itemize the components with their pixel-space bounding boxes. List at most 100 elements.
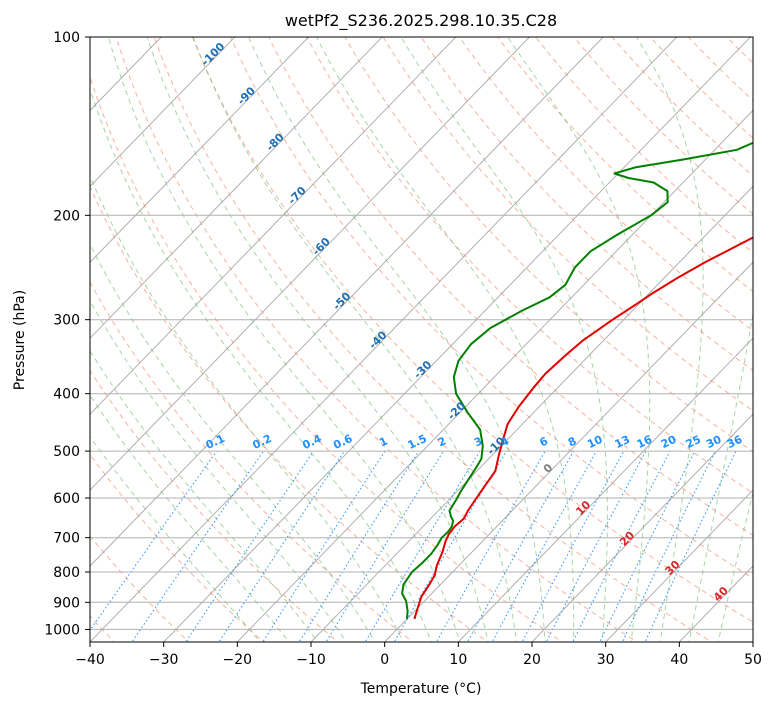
pressure-gridlines (90, 37, 753, 630)
dry-adiabat-line (90, 75, 564, 642)
isotherm-line (752, 641, 753, 642)
mixing-ratio-label: 6 (538, 434, 551, 449)
y-tick-label: 400 (53, 387, 80, 403)
dry-adiabat-line (535, 37, 753, 254)
mixing-ratio-label: 16 (635, 433, 655, 451)
isotherm-line (384, 261, 753, 642)
isotherm-line (605, 489, 753, 642)
dry-adiabat-line (268, 37, 753, 536)
mixing-ratio-line (521, 450, 625, 642)
mixing-ratio-line (298, 450, 420, 642)
x-axis-ticks: −40 −30 −20 −10 0 10 20 30 40 50 (75, 642, 762, 668)
dry-adiabat-line (229, 37, 753, 579)
background-lines (90, 24, 775, 645)
moist-adiabat-line (90, 87, 432, 642)
isotherm-line (90, 37, 678, 642)
y-tick-label: 1000 (44, 622, 80, 638)
mixing-ratio-label: 13 (613, 433, 632, 451)
isotherm-line (531, 413, 753, 642)
dry-adiabat-label: -60 (310, 235, 333, 258)
x-tick-label: −20 (223, 652, 253, 668)
dewpoint-line (401, 141, 753, 619)
moist-adiabat-line (400, 37, 608, 642)
x-tick-label: 40 (670, 652, 688, 668)
isotherm-line (236, 109, 753, 642)
isotherm-line (163, 37, 751, 642)
mixing-ratio-label: 0.4 (300, 432, 323, 452)
x-tick-label: −40 (75, 652, 105, 668)
moist-adiabat-line (717, 490, 753, 642)
temperature-line (413, 236, 753, 620)
isotherm-line (457, 337, 753, 642)
isotherm-line (90, 37, 457, 415)
dry-adiabat-line (496, 37, 753, 293)
y-axis-ticks: 100 200 300 400 500 600 700 800 900 1000 (44, 30, 90, 638)
dry-adiabat-line (90, 185, 489, 642)
mixing-ratio-line (491, 450, 597, 642)
moist-adiabat-line (316, 37, 575, 642)
dry-adiabat-line (382, 37, 753, 412)
mixing-ratio-line (393, 450, 507, 642)
dry-adiabat-line (344, 37, 753, 453)
y-tick-label: 900 (53, 595, 80, 611)
dry-adiabat-line (306, 37, 753, 494)
mixing-ratio-line (435, 450, 546, 642)
moist-adiabat-label: 30 (663, 558, 683, 578)
mixing-ratio-line (218, 450, 345, 642)
y-tick-label: 800 (53, 565, 80, 581)
mixing-ratio-line (644, 450, 737, 642)
moist-adiabat-line (192, 37, 518, 642)
x-tick-label: 50 (744, 652, 762, 668)
mixing-ratio-line (262, 450, 386, 642)
mixing-ratio-label: 0.1 (204, 432, 227, 452)
mixing-ratio-line (545, 450, 647, 642)
y-tick-label: 300 (53, 313, 80, 329)
x-tick-label: 10 (449, 652, 467, 668)
dry-adiabat-line (725, 37, 753, 64)
isotherm-line (310, 185, 753, 642)
y-axis-label: Pressure (hPa) (12, 290, 28, 390)
x-tick-label: 30 (597, 652, 615, 668)
isotherm-line (90, 37, 236, 188)
dry-adiabat-line (751, 24, 775, 645)
dry-adiabat-line (90, 369, 340, 642)
mixing-ratio-label: 36 (725, 433, 745, 451)
dry-adiabat-line (191, 37, 753, 623)
moist-adiabat-line (636, 37, 704, 642)
mixing-ratio-line (325, 450, 444, 642)
mixing-ratio-line (621, 450, 716, 642)
dry-adiabat-line (611, 37, 753, 177)
moist-adiabat-line (90, 435, 261, 642)
dry-adiabat-line (573, 37, 753, 215)
mixing-ratio-line (185, 450, 314, 642)
y-tick-label: 500 (53, 444, 80, 460)
moist-adiabat-label: 10 (573, 498, 593, 518)
moist-adiabat-line (90, 349, 319, 642)
y-tick-label: 700 (53, 531, 80, 547)
moist-adiabat-line (146, 37, 489, 642)
mixing-ratio-line (90, 450, 218, 632)
dry-adiabat-line (649, 37, 753, 139)
y-tick-label: 200 (53, 208, 80, 224)
dry-adiabat-label: -80 (264, 130, 287, 153)
dry-adiabat-label: -30 (411, 358, 434, 381)
isotherm-line (90, 37, 530, 491)
dry-adiabat-line (90, 281, 414, 642)
y-tick-label: 600 (53, 491, 80, 507)
dry-adiabat-label: -100 (199, 40, 228, 69)
isotherm-line (90, 37, 383, 339)
x-tick-label: −30 (149, 652, 179, 668)
dry-adiabat-label: -20 (445, 399, 468, 422)
x-tick-label: 20 (523, 652, 541, 668)
mixing-ratio-label: 8 (566, 434, 578, 449)
moist-adiabat-line (90, 394, 290, 642)
chart-title: wetPf2_S236.2025.298.10.35.C28 (285, 11, 557, 31)
x-tick-label: 0 (380, 652, 389, 668)
dry-adiabat-line (687, 37, 753, 102)
mixing-ratio-label: 25 (684, 433, 703, 451)
mixing-ratio-label: 1.5 (406, 432, 429, 452)
dry-adiabat-label: -70 (286, 184, 309, 207)
x-axis-label: Temperature (°C) (360, 681, 482, 697)
mixing-ratio-label: 1 (377, 434, 389, 449)
